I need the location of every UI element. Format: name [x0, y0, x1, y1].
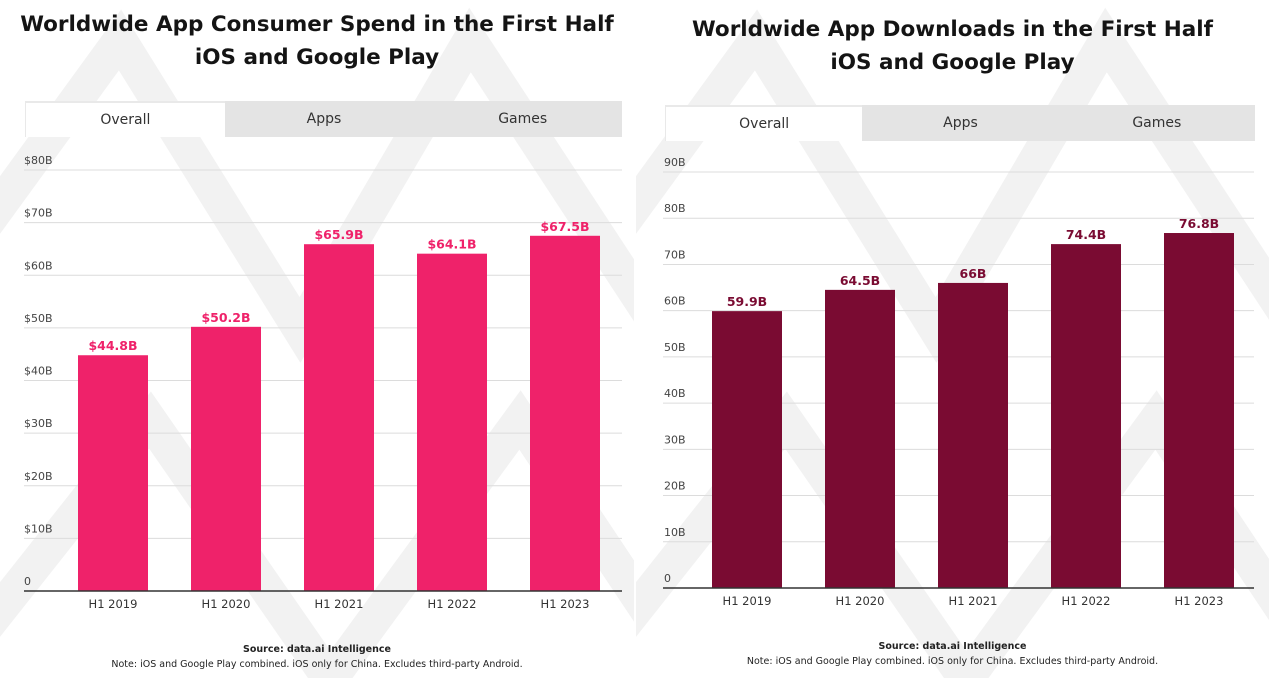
tab-apps[interactable]: Apps	[306, 111, 342, 127]
spend-bar-chart: 0 $10B $20B $30B $40B $50B $60B $70B $80B $44.8B H…	[24, 154, 622, 611]
data-label: 74.4B	[1066, 227, 1106, 242]
bar	[530, 235, 600, 591]
bar	[1051, 244, 1121, 588]
downloads-note: Note: iOS and Google Play combined. iOS …	[746, 656, 1159, 667]
data-label: $65.9B	[314, 227, 363, 242]
y-tick-label: 20B	[664, 480, 686, 493]
data-label: 76.8B	[1179, 216, 1219, 231]
y-tick-label: $30B	[24, 417, 53, 430]
y-tick-label: $10B	[24, 522, 53, 535]
bar	[417, 253, 487, 591]
data-label: 66B	[960, 266, 987, 281]
spend-chart-panel: Worldwide App Consumer Spend in the Firs…	[0, 0, 634, 678]
y-tick-label: 30B	[664, 433, 686, 446]
x-tick-label: H1 2023	[541, 597, 590, 611]
y-tick-label: $20B	[24, 470, 53, 483]
downloads-chart-title: Worldwide App Downloads in the First Hal…	[691, 17, 1214, 75]
data-label: $67.5B	[540, 219, 589, 234]
data-label: $64.1B	[427, 237, 476, 252]
downloads-source: Source: data.ai Intelligence	[878, 641, 1027, 652]
spend-chart-title: Worldwide App Consumer Spend in the Firs…	[20, 12, 614, 70]
x-tick-label: H1 2023	[1175, 594, 1224, 608]
tab-games[interactable]: Games	[1132, 115, 1182, 131]
bar	[825, 289, 895, 588]
x-tick-label: H1 2021	[315, 597, 364, 611]
bar	[712, 311, 782, 588]
bar	[1164, 233, 1234, 588]
y-tick-label: 40B	[664, 387, 686, 400]
spend-source: Source: data.ai Intelligence	[243, 644, 391, 655]
downloads-chart-panel: Worldwide App Downloads in the First Hal…	[636, 0, 1269, 678]
bar	[304, 244, 374, 592]
y-tick-label: 50B	[664, 341, 686, 354]
downloads-bar-chart: 0 10B 20B 30B 40B 50B 60B 70B 80B 90B 59.9B H1 2019…	[663, 156, 1254, 608]
data-label: $44.8B	[88, 338, 137, 353]
y-tick-label: $50B	[24, 312, 53, 325]
y-tick-label: $40B	[24, 365, 53, 378]
x-tick-label: H1 2022	[428, 597, 477, 611]
x-tick-label: H1 2020	[836, 594, 885, 608]
x-tick-label: H1 2019	[723, 594, 772, 608]
y-tick-label: 90B	[664, 156, 686, 169]
tab-games[interactable]: Games	[498, 111, 548, 127]
bar	[938, 282, 1008, 588]
x-tick-label: H1 2019	[89, 597, 138, 611]
y-tick-label: 80B	[664, 202, 686, 215]
y-tick-label: 0	[664, 572, 671, 585]
tab-apps[interactable]: Apps	[943, 115, 978, 131]
y-tick-label: 60B	[664, 295, 686, 308]
x-tick-label: H1 2020	[202, 597, 251, 611]
panel-divider	[634, 0, 636, 678]
x-tick-label: H1 2022	[1062, 594, 1111, 608]
y-tick-label: $80B	[24, 154, 53, 167]
data-label: 59.9B	[727, 294, 767, 309]
downloads-tabs: Overall Apps Games	[665, 105, 1255, 141]
x-tick-label: H1 2021	[949, 594, 998, 608]
y-tick-label: $70B	[24, 207, 53, 220]
tab-overall[interactable]: Overall	[665, 105, 863, 141]
bar	[78, 355, 148, 591]
y-tick-label: 10B	[664, 526, 686, 539]
tab-overall[interactable]: Overall	[25, 101, 225, 137]
spend-tabs: Overall Apps Games	[25, 101, 622, 137]
y-tick-label: 0	[24, 575, 31, 588]
data-label: $50.2B	[201, 310, 250, 325]
y-tick-label: $60B	[24, 259, 53, 272]
y-tick-label: 70B	[664, 248, 686, 261]
bar	[191, 326, 261, 591]
spend-note: Note: iOS and Google Play combined. iOS …	[111, 659, 523, 670]
data-label: 64.5B	[840, 273, 880, 288]
